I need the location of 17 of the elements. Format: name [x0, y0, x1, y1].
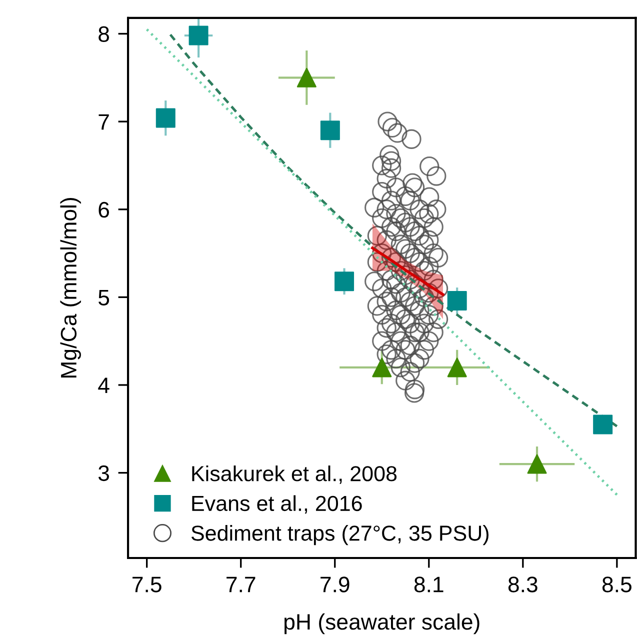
y-axis-title: Mg/Ca (mmol/mol) — [60, 198, 81, 378]
y-tick-label: 5 — [98, 290, 110, 306]
x-tick-label: 7.9 — [320, 576, 350, 592]
y-tick-label: 6 — [98, 202, 110, 218]
x-tick-label: 8.5 — [602, 576, 632, 592]
x-tick-label: 7.5 — [132, 576, 162, 592]
legend-label: Evans et al., 2016 — [192, 495, 362, 514]
x-tick-label: 7.7 — [226, 576, 256, 592]
y-tick-label: 4 — [98, 378, 110, 394]
x-tick-label: 8.1 — [414, 576, 444, 592]
x-axis-title: pH (seawater scale) — [284, 613, 480, 634]
legend-label: Kisakurek et al., 2008 — [192, 465, 397, 484]
y-tick-label: 7 — [98, 114, 109, 130]
x-tick-label: 8.3 — [508, 576, 538, 592]
legend-label: Sediment traps (27°C, 35 PSU) — [191, 525, 488, 546]
y-tick-label: 3 — [98, 465, 110, 482]
y-tick-label: 8 — [98, 26, 110, 42]
